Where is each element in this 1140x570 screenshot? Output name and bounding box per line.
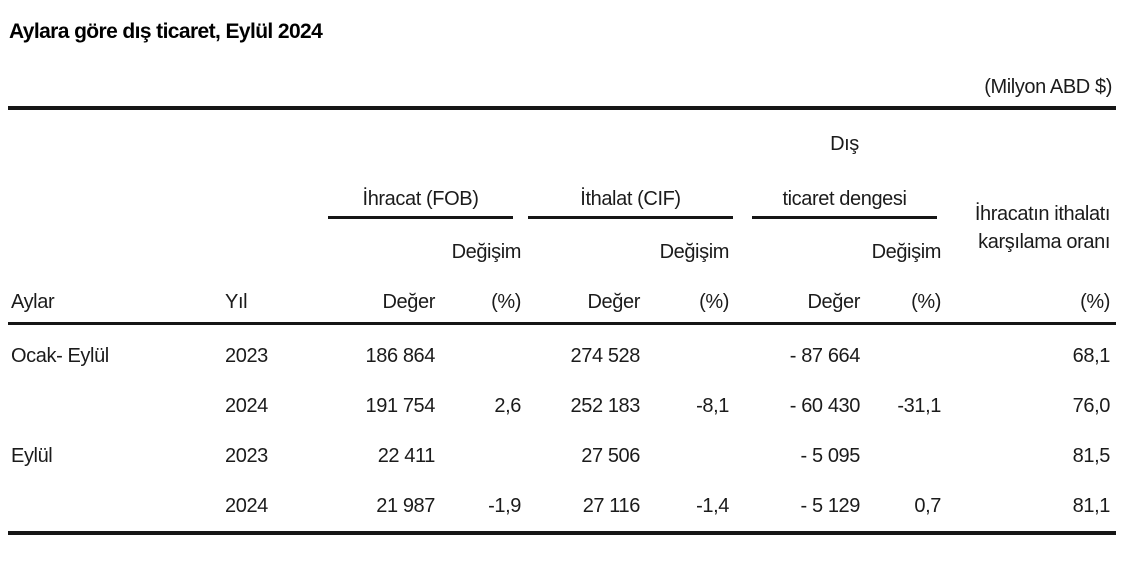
- cell-imports-value: 27 506: [581, 444, 640, 467]
- table-bottom-rule: [8, 531, 1116, 535]
- table-header: Dış İhracat (FOB) İthalat (CIF) ticaret …: [8, 110, 1116, 322]
- header-balance-pct: (%): [911, 291, 941, 313]
- header-balance-value: Değer: [807, 291, 861, 313]
- cell-balance-value: - 5 129: [800, 494, 860, 517]
- coverage-ratio-line1: İhracatın ithalatı: [974, 203, 1111, 225]
- cell-balance-value: - 60 430: [789, 394, 860, 417]
- cell-coverage-ratio: 81,1: [1072, 494, 1111, 517]
- cell-balance-change: -31,1: [897, 394, 941, 417]
- table-row: 2024 21 987 -1,9 27 116 -1,4 - 5 129 0,7…: [8, 481, 1116, 531]
- cell-year: 2024: [225, 494, 268, 517]
- header-balance-change: Değişim: [871, 241, 942, 263]
- col-group-imports: İthalat (CIF): [528, 184, 733, 219]
- table-header-rule: [8, 322, 1116, 325]
- cell-balance-value: - 87 664: [789, 344, 860, 367]
- coverage-ratio-line2: karşılama oranı: [978, 231, 1110, 253]
- cell-balance-change: [860, 431, 941, 481]
- table-row: 2024 191 754 2,6 252 183 -8,1 - 60 430 -…: [8, 381, 1116, 431]
- cell-exports-change: [435, 331, 521, 381]
- cell-exports-value: 186 864: [365, 344, 436, 367]
- cell-exports-value: 22 411: [377, 444, 435, 467]
- cell-year: 2023: [225, 344, 268, 367]
- page-title: Aylara göre dış ticaret, Eylül 2024: [9, 20, 323, 43]
- cell-year: 2023: [225, 444, 268, 467]
- cell-coverage-ratio: 81,5: [1072, 444, 1111, 467]
- cell-coverage-ratio: 76,0: [1072, 394, 1111, 417]
- header-imports-value: Değer: [587, 291, 641, 313]
- header-months: Aylar: [11, 291, 55, 313]
- cell-exports-change: -1,9: [488, 494, 521, 517]
- cell-exports-value: 191 754: [365, 394, 436, 417]
- unit-note: (Milyon ABD $): [984, 76, 1112, 98]
- cell-imports-value: 274 528: [570, 344, 641, 367]
- cell-balance-change: [860, 331, 941, 381]
- cell-exports-change: 2,6: [494, 394, 521, 417]
- table-row: Ocak- Eylül 2023 186 864 274 528 - 87 66…: [8, 331, 1116, 381]
- cell-imports-change: -8,1: [696, 394, 729, 417]
- cell-imports-change: [640, 331, 729, 381]
- col-group-coverage-ratio: İhracatın ithalatı karşılama oranı: [880, 200, 1111, 256]
- col-group-balance-line2: ticaret dengesi: [752, 184, 937, 219]
- cell-exports-value: 21 987: [376, 494, 435, 517]
- col-group-exports: İhracat (FOB): [328, 184, 513, 219]
- header-year: Yıl: [225, 291, 248, 313]
- cell-imports-value: 27 116: [582, 494, 640, 517]
- col-group-balance-line1: Dış: [830, 133, 859, 155]
- table-body: Ocak- Eylül 2023 186 864 274 528 - 87 66…: [8, 331, 1116, 531]
- header-exports-change: Değişim: [451, 241, 522, 263]
- cell-imports-change: -1,4: [696, 494, 729, 517]
- table-row: Eylül 2023 22 411 27 506 - 5 095 81,5: [8, 431, 1116, 481]
- cell-months: Ocak- Eylül: [11, 344, 109, 367]
- trade-table: Dış İhracat (FOB) İthalat (CIF) ticaret …: [8, 106, 1116, 535]
- header-imports-change: Değişim: [659, 241, 730, 263]
- cell-months: Eylül: [11, 444, 53, 467]
- cell-imports-value: 252 183: [570, 394, 641, 417]
- table-top-rule: [8, 106, 1116, 110]
- cell-balance-change: 0,7: [914, 494, 941, 517]
- header-exports-pct: (%): [491, 291, 521, 313]
- cell-year: 2024: [225, 394, 268, 417]
- cell-exports-change: [435, 431, 521, 481]
- cell-balance-value: - 5 095: [800, 444, 860, 467]
- cell-months: [8, 381, 222, 431]
- header-imports-pct: (%): [699, 291, 729, 313]
- cell-months: [8, 481, 222, 531]
- cell-imports-change: [640, 431, 729, 481]
- cell-coverage-ratio: 68,1: [1072, 344, 1111, 367]
- header-coverage-pct: (%): [1080, 291, 1110, 313]
- header-exports-value: Değer: [382, 291, 436, 313]
